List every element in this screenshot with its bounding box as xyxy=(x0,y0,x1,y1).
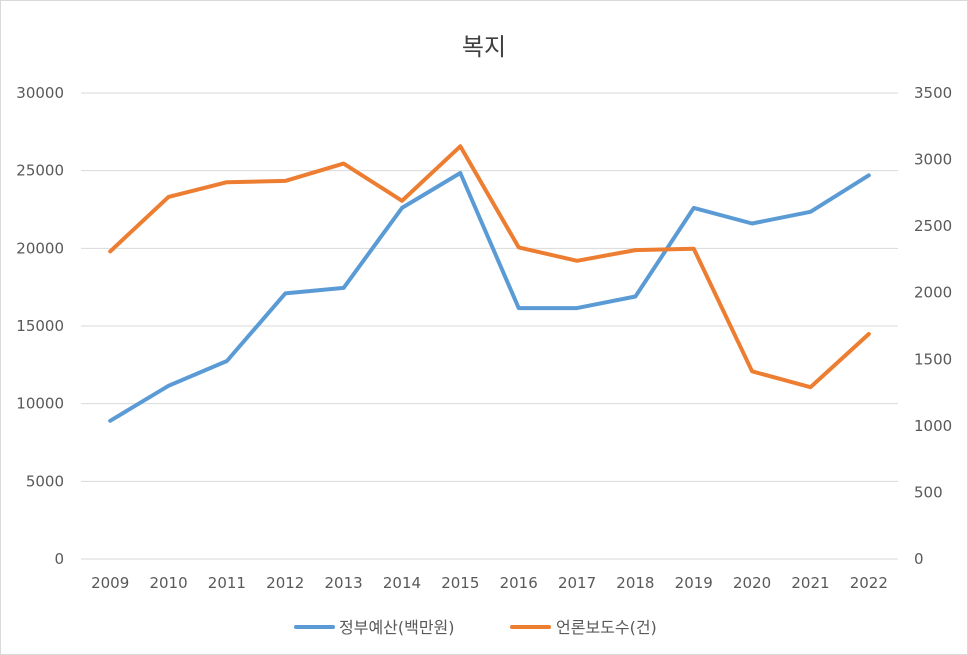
right-axis-tick-label: 1000 xyxy=(914,417,952,435)
x-axis-tick-label: 2016 xyxy=(500,574,538,592)
left-axis-tick-label: 25000 xyxy=(16,162,64,180)
legend-label: 언론보도수(건) xyxy=(556,618,657,637)
right-axis-tick-label: 2000 xyxy=(914,284,952,302)
x-axis-tick-label: 2011 xyxy=(208,574,246,592)
right-axis-tick-label: 0 xyxy=(914,550,924,568)
right-axis-tick-label: 3500 xyxy=(914,84,952,102)
chart-title: 복지 xyxy=(462,33,506,61)
x-axis-tick-label: 2017 xyxy=(558,574,596,592)
left-axis-tick-label: 15000 xyxy=(16,317,64,335)
x-axis-tick-label: 2021 xyxy=(791,574,829,592)
right-axis: 0 500 1000 1500 2000 2500 3000 3500 xyxy=(914,84,952,568)
series-line xyxy=(108,144,871,390)
x-axis-tick-label: 2015 xyxy=(441,574,479,592)
x-axis-tick-label: 2012 xyxy=(266,574,304,592)
left-axis-tick-label: 5000 xyxy=(26,472,64,490)
left-axis: 0 5000 10000 15000 20000 25000 30000 xyxy=(16,84,64,568)
x-axis-tick-label: 2020 xyxy=(733,574,771,592)
left-axis-tick-label: 20000 xyxy=(16,239,64,257)
legend-label: 정부예산(백만원) xyxy=(339,618,455,637)
series-layer xyxy=(108,144,871,423)
x-axis-tick-label: 2010 xyxy=(149,574,187,592)
legend: 정부예산(백만원) 언론보도수(건) xyxy=(294,618,657,637)
right-axis-tick-label: 500 xyxy=(914,483,943,501)
x-axis-tick-label: 2019 xyxy=(675,574,713,592)
x-axis-tick-label: 2018 xyxy=(616,574,654,592)
x-axis-tick-label: 2014 xyxy=(383,574,421,592)
x-axis: 2009 2010 2011 2012 2013 2014 2015 2016 2017 2018… xyxy=(91,574,888,592)
series-line xyxy=(108,171,871,423)
x-axis-tick-label: 2022 xyxy=(850,574,888,592)
left-axis-tick-label: 30000 xyxy=(16,84,64,102)
right-axis-tick-label: 3000 xyxy=(914,151,952,169)
right-axis-tick-label: 2500 xyxy=(914,217,952,235)
right-axis-tick-label: 1500 xyxy=(914,350,952,368)
x-axis-tick-label: 2009 xyxy=(91,574,129,592)
left-axis-tick-label: 10000 xyxy=(16,395,64,413)
gridlines xyxy=(81,92,898,560)
left-axis-tick-label: 0 xyxy=(54,550,64,568)
x-axis-tick-label: 2013 xyxy=(325,574,363,592)
